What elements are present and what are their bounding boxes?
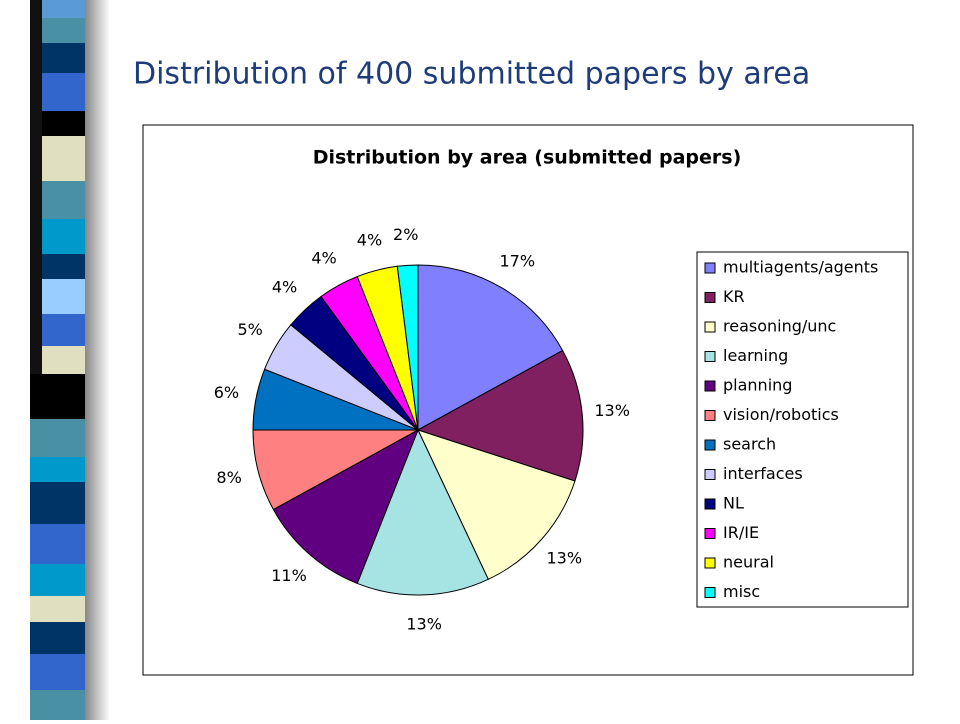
legend-label: planning <box>723 376 792 395</box>
slice-label: 4% <box>311 249 336 268</box>
legend-label: misc <box>723 582 760 601</box>
legend-swatch <box>704 439 716 451</box>
chart-title: Distribution by area (submitted papers) <box>313 147 742 169</box>
legend-swatch <box>704 380 716 392</box>
slice-label: 13% <box>594 401 630 420</box>
legend-swatch <box>704 292 716 303</box>
legend-swatch <box>704 498 716 510</box>
legend-label: multiagents/agents <box>723 258 878 277</box>
pie-slice <box>272 428 419 585</box>
slice-label: 4% <box>272 277 297 296</box>
legend-label: KR <box>723 287 745 306</box>
slide-title: Distribution of 400 submitted papers by … <box>133 57 810 92</box>
slice-label: 2% <box>393 225 418 244</box>
legend-swatch <box>704 587 716 598</box>
legend-swatch <box>704 321 716 333</box>
legend-swatch <box>704 528 716 539</box>
pie-slice <box>417 429 576 580</box>
legend-label: NL <box>723 494 744 513</box>
slice-label: 11% <box>271 566 307 585</box>
pie-slice <box>416 349 584 482</box>
legend-swatch <box>704 262 716 274</box>
legend-swatch <box>704 351 716 362</box>
slice-label: 5% <box>237 320 262 339</box>
slice-label: 6% <box>214 383 239 402</box>
pie-slice <box>356 428 489 596</box>
legend-label: learning <box>723 346 788 365</box>
legend-label: reasoning/unc <box>723 317 836 336</box>
legend-label: IR/IE <box>723 523 759 542</box>
legend-label: vision/robotics <box>723 405 839 424</box>
legend-label: search <box>723 435 776 454</box>
slice-label: 17% <box>499 252 535 271</box>
decor-stripe <box>30 0 110 720</box>
slice-label: 8% <box>216 468 241 487</box>
legend-frame <box>696 251 909 608</box>
slice-label: 4% <box>357 231 382 250</box>
pie-slice <box>417 264 564 431</box>
legend-label: neural <box>723 553 774 572</box>
pie-slice <box>396 264 419 431</box>
legend-swatch <box>704 469 716 480</box>
slice-label: 13% <box>546 548 582 567</box>
slice-label: 13% <box>406 614 442 633</box>
legend-swatch <box>704 410 716 421</box>
legend-label: interfaces <box>723 464 803 483</box>
legend-swatch <box>704 557 716 569</box>
